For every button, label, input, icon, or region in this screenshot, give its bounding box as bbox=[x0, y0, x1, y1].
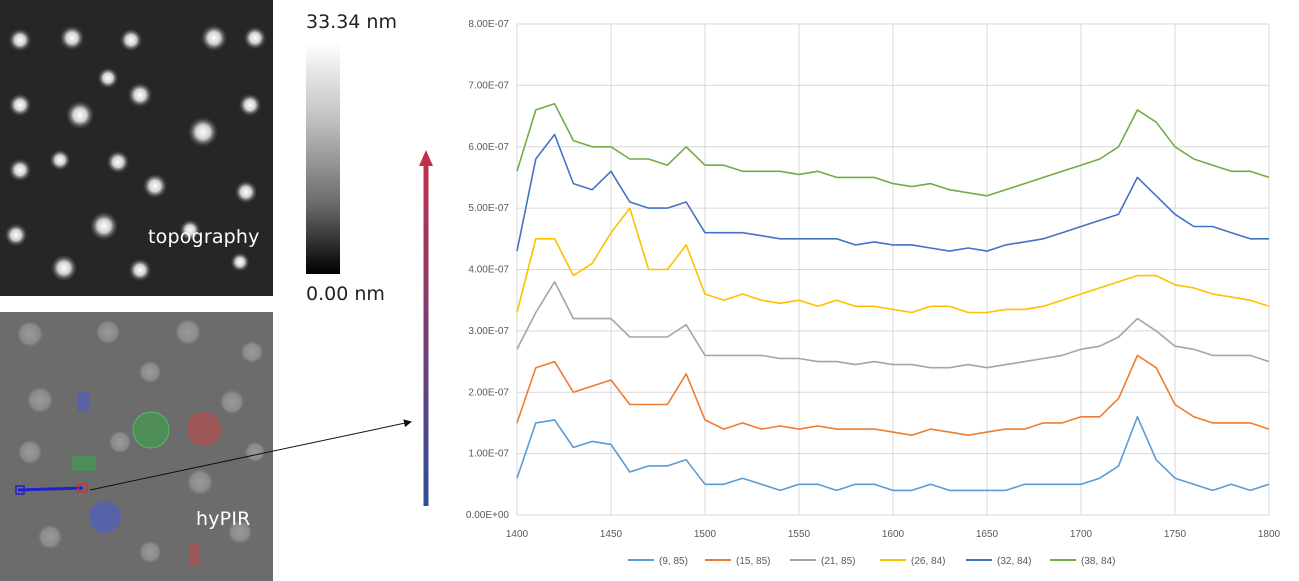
series-line-1 bbox=[516, 354, 1270, 437]
y-tick-label: 2.00E-07 bbox=[468, 387, 509, 398]
hypir-image-panel: hyPIR bbox=[0, 312, 273, 581]
y-axis-ticks: 0.00E+00 1.00E-07 2.00E-07 3.00E-07 4.00E-07… bbox=[466, 19, 510, 521]
red-circle-marker bbox=[187, 412, 221, 446]
blue-circle-marker bbox=[89, 501, 121, 533]
y-tick-label: 5.00E-07 bbox=[468, 203, 509, 214]
hypir-image bbox=[0, 312, 273, 581]
y-tick-label: 4.00E-07 bbox=[468, 265, 509, 276]
series-order-arrow bbox=[419, 150, 433, 506]
height-colorbar bbox=[306, 42, 340, 274]
y-tick-label: 1.00E-07 bbox=[468, 449, 509, 460]
legend-label: (15, 85) bbox=[736, 556, 770, 567]
series-line-4 bbox=[516, 133, 1269, 252]
y-tick-label: 6.00E-07 bbox=[468, 142, 509, 153]
hypir-label: hyPIR bbox=[196, 508, 251, 530]
topography-image bbox=[0, 0, 273, 296]
legend-label: (9, 85) bbox=[659, 556, 688, 567]
legend-label: (32, 84) bbox=[997, 556, 1031, 567]
x-tick-label: 1400 bbox=[506, 529, 529, 540]
x-tick-label: 1600 bbox=[882, 529, 905, 540]
x-tick-label: 1450 bbox=[600, 529, 623, 540]
y-tick-label: 3.00E-07 bbox=[468, 326, 509, 337]
chart-legend: (9, 85) (15, 85) (21, 85) (26, 84) (32, 84) (… bbox=[628, 556, 1115, 567]
x-tick-label: 1500 bbox=[694, 529, 717, 540]
legend-label: (21, 85) bbox=[821, 556, 855, 567]
x-tick-label: 1700 bbox=[1070, 529, 1093, 540]
line-scan-marker bbox=[15, 483, 88, 495]
topography-label: topography bbox=[148, 226, 260, 248]
series-line-0 bbox=[516, 415, 1270, 492]
spectra-line-chart: 0.00E+00 1.00E-07 2.00E-07 3.00E-07 4.00E-07… bbox=[466, 19, 1281, 567]
colorbar-max-label: 33.34 nm bbox=[306, 11, 397, 33]
blue-rectangle-marker bbox=[77, 392, 89, 412]
x-axis-ticks: 1400 1450 1500 1550 1600 1650 1700 1750 1800 bbox=[506, 529, 1281, 540]
series-line-2 bbox=[516, 280, 1270, 369]
y-tick-label: 8.00E-07 bbox=[468, 19, 509, 30]
x-tick-label: 1800 bbox=[1258, 529, 1281, 540]
x-tick-label: 1550 bbox=[788, 529, 811, 540]
series-line-5 bbox=[516, 103, 1270, 197]
chart-series-lines bbox=[516, 103, 1270, 492]
chart-gridlines bbox=[516, 23, 1270, 516]
legend-label: (38, 84) bbox=[1081, 556, 1115, 567]
red-rectangle-marker bbox=[189, 544, 199, 566]
green-rectangle-marker bbox=[72, 456, 96, 471]
x-tick-label: 1750 bbox=[1164, 529, 1187, 540]
green-circle-marker bbox=[132, 411, 170, 449]
legend-label: (26, 84) bbox=[911, 556, 945, 567]
y-tick-label: 7.00E-07 bbox=[468, 80, 509, 91]
y-tick-label: 0.00E+00 bbox=[466, 510, 510, 521]
x-tick-label: 1650 bbox=[976, 529, 999, 540]
colorbar-min-label: 0.00 nm bbox=[306, 283, 385, 305]
topography-image-panel: topography bbox=[0, 0, 273, 296]
series-line-3 bbox=[516, 207, 1270, 314]
